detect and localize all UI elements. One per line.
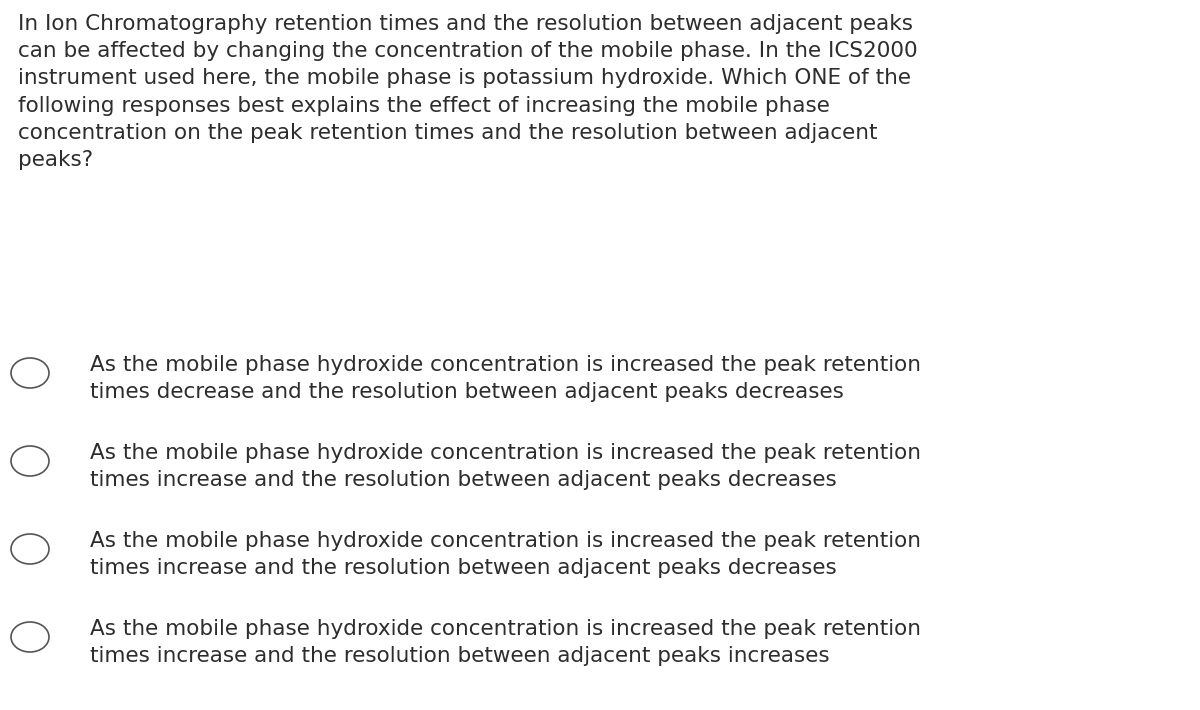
Text: As the mobile phase hydroxide concentration is increased the peak retention
time: As the mobile phase hydroxide concentrat… — [90, 355, 922, 402]
Text: As the mobile phase hydroxide concentration is increased the peak retention
time: As the mobile phase hydroxide concentrat… — [90, 531, 922, 578]
Text: In Ion Chromatography retention times and the resolution between adjacent peaks
: In Ion Chromatography retention times an… — [18, 14, 918, 170]
Text: As the mobile phase hydroxide concentration is increased the peak retention
time: As the mobile phase hydroxide concentrat… — [90, 443, 922, 490]
Text: As the mobile phase hydroxide concentration is increased the peak retention
time: As the mobile phase hydroxide concentrat… — [90, 619, 922, 666]
